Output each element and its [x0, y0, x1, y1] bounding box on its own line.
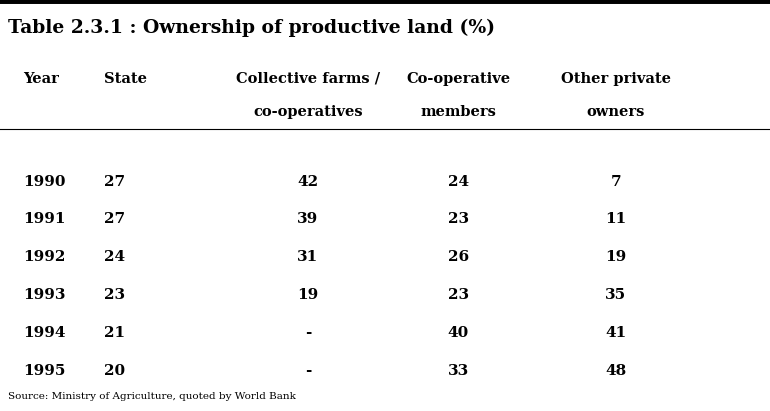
- Text: State: State: [104, 72, 147, 86]
- Text: 42: 42: [297, 175, 319, 189]
- Text: 21: 21: [104, 326, 125, 340]
- Text: 23: 23: [104, 288, 125, 302]
- Text: 1990: 1990: [23, 175, 65, 189]
- Text: 41: 41: [605, 326, 627, 340]
- Text: 31: 31: [297, 250, 319, 264]
- Text: Source: Ministry of Agriculture, quoted by World Bank: Source: Ministry of Agriculture, quoted …: [8, 392, 296, 401]
- Text: 48: 48: [605, 364, 627, 378]
- Text: 40: 40: [447, 326, 469, 340]
- Text: 1994: 1994: [23, 326, 65, 340]
- Text: 1991: 1991: [23, 212, 65, 226]
- Text: 35: 35: [605, 288, 627, 302]
- Text: 19: 19: [297, 288, 319, 302]
- Text: Co-operative: Co-operative: [406, 72, 511, 86]
- Text: owners: owners: [587, 105, 645, 119]
- Text: 19: 19: [605, 250, 627, 264]
- Text: 23: 23: [447, 288, 469, 302]
- Text: -: -: [305, 326, 311, 340]
- Text: Collective farms /: Collective farms /: [236, 72, 380, 86]
- Text: Table 2.3.1 : Ownership of productive land (%): Table 2.3.1 : Ownership of productive la…: [8, 18, 494, 37]
- Text: 1995: 1995: [23, 364, 65, 378]
- Text: Other private: Other private: [561, 72, 671, 86]
- Text: 27: 27: [104, 175, 125, 189]
- Text: Year: Year: [23, 72, 59, 86]
- Text: -: -: [305, 364, 311, 378]
- Text: 20: 20: [104, 364, 125, 378]
- Text: members: members: [420, 105, 496, 119]
- Text: 1993: 1993: [23, 288, 65, 302]
- Text: 1992: 1992: [23, 250, 65, 264]
- Text: 33: 33: [447, 364, 469, 378]
- Text: co-operatives: co-operatives: [253, 105, 363, 119]
- Text: 7: 7: [611, 175, 621, 189]
- Text: 23: 23: [447, 212, 469, 226]
- Text: 26: 26: [447, 250, 469, 264]
- Text: 27: 27: [104, 212, 125, 226]
- Text: 11: 11: [605, 212, 627, 226]
- Text: 39: 39: [297, 212, 319, 226]
- Text: 24: 24: [104, 250, 125, 264]
- Text: 24: 24: [447, 175, 469, 189]
